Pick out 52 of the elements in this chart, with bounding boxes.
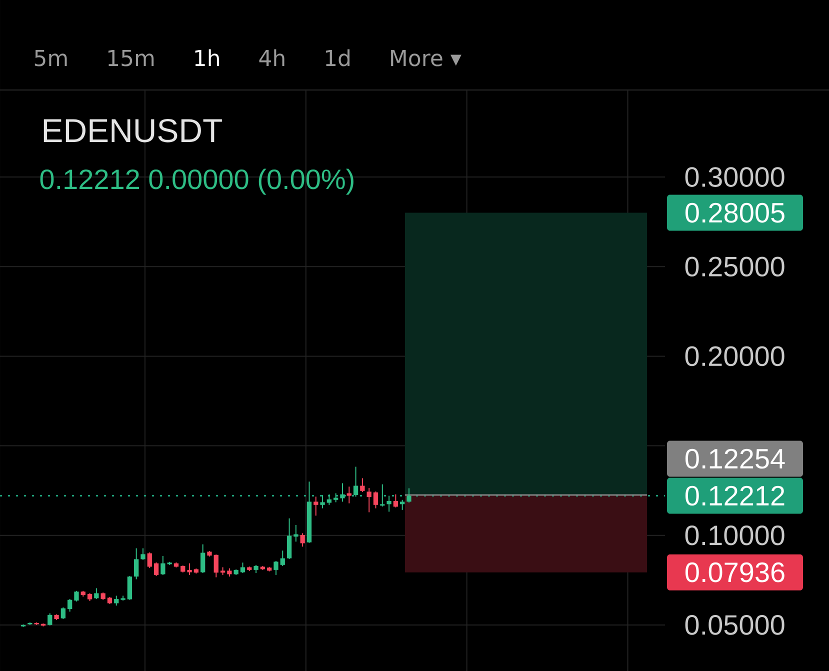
candlestick — [314, 496, 318, 516]
candlestick — [48, 612, 52, 626]
candlestick — [346, 486, 352, 504]
candlestick — [74, 590, 79, 602]
candlestick — [160, 555, 166, 576]
candlestick — [353, 466, 358, 498]
band-label: 0.07936 — [685, 562, 784, 582]
candlestick — [406, 488, 412, 504]
candlestick — [240, 562, 246, 574]
ref-line-label: 0.12254 — [685, 448, 785, 469]
text: 5m — [34, 50, 67, 66]
candlestick — [386, 495, 392, 512]
text: 1h — [195, 49, 219, 66]
candlestick — [200, 544, 206, 574]
candlestick — [214, 554, 218, 578]
text: 4h — [259, 49, 284, 66]
ref-line-label: 0.12212 — [685, 486, 784, 506]
text: 0.12212 0.00000 (0.00%) — [40, 168, 354, 195]
candlestick — [68, 598, 72, 612]
band-label: 0.28005 — [685, 202, 784, 223]
text: 15m — [108, 50, 154, 66]
candlestick — [154, 562, 159, 577]
candlestick — [94, 588, 99, 600]
text: EDENUSDT — [44, 118, 222, 142]
candlestick — [280, 550, 285, 566]
y-tick-label: 0.10000 — [685, 525, 784, 546]
candlestick — [360, 478, 365, 493]
candlestick — [366, 488, 372, 513]
text: More ▾ — [391, 50, 462, 66]
y-tick-label: 0.25000 — [685, 256, 784, 277]
text: 1d — [326, 49, 350, 66]
candlestick — [393, 494, 398, 508]
candlestick — [286, 518, 292, 560]
candlestick — [60, 606, 66, 620]
candlestick — [373, 490, 378, 509]
candlestick — [320, 494, 325, 509]
y-tick-label: 0.05000 — [685, 615, 784, 635]
candlestick — [147, 552, 152, 568]
candlestick — [114, 595, 119, 606]
candlestick — [400, 499, 405, 510]
y-tick-label: 0.20000 — [685, 346, 784, 366]
candlestick — [187, 562, 192, 576]
candlestick — [340, 482, 345, 502]
candlestick — [140, 548, 146, 560]
y-tick-label: 0.30000 — [685, 167, 784, 187]
candlestick — [380, 484, 385, 508]
candlestick — [134, 548, 139, 580]
candlestick — [274, 560, 278, 576]
candlestick — [127, 576, 132, 600]
candlestick — [294, 524, 298, 542]
candlestick — [300, 532, 305, 548]
candlestick — [326, 494, 332, 506]
